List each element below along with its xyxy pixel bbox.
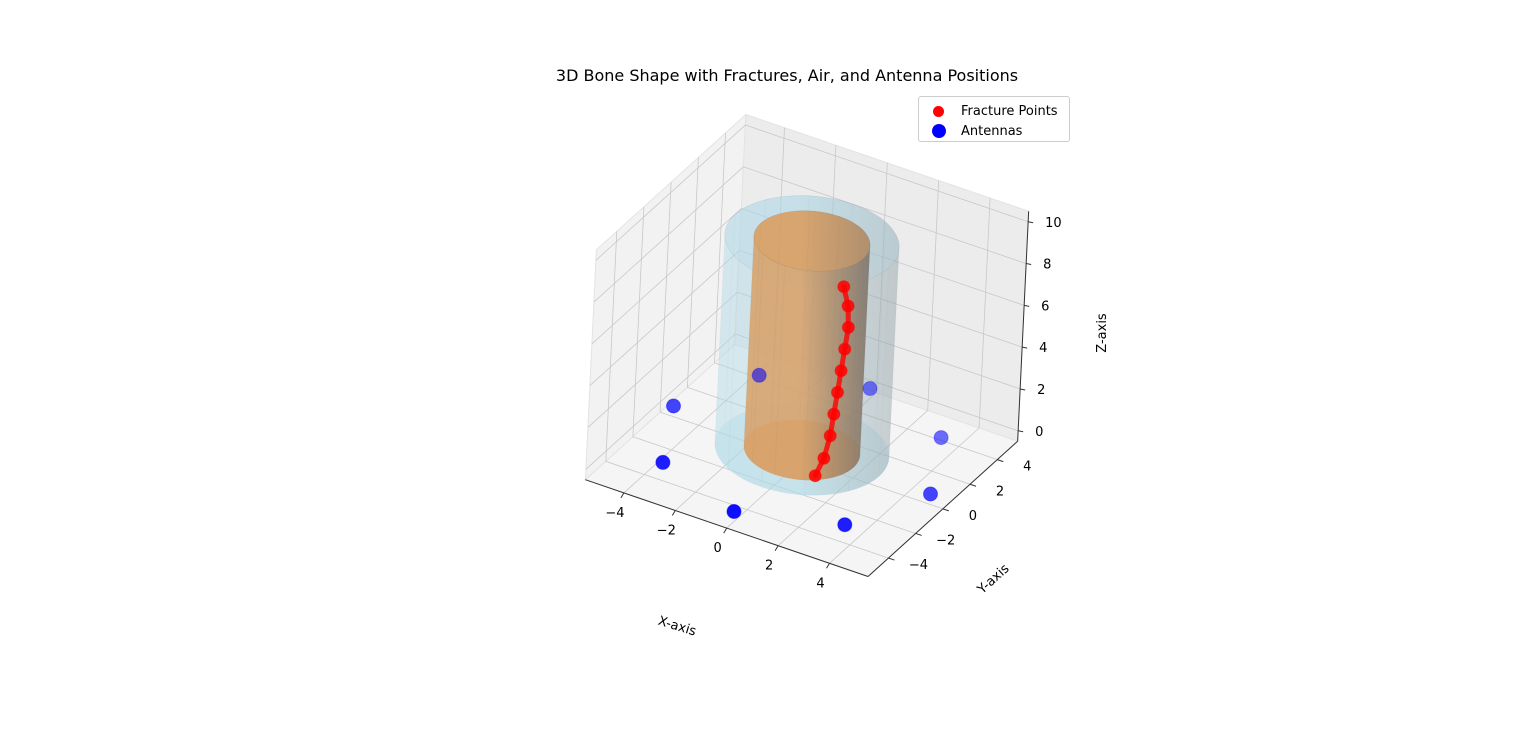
z-tick-label: 8	[1043, 258, 1051, 273]
y-tick	[888, 557, 895, 561]
x-tick-label: −4	[605, 506, 624, 521]
antenna-series	[655, 367, 949, 533]
y-tick	[942, 508, 950, 512]
surfaces-layer	[714, 195, 900, 496]
air-cylinder-facet	[724, 214, 736, 424]
air-cylinder-facet	[878, 267, 890, 477]
z-tick-label: 4	[1039, 341, 1047, 356]
x-tick	[620, 492, 625, 499]
antenna-point	[923, 486, 938, 502]
antenna-point	[666, 398, 681, 414]
bone-cylinder-facet	[799, 210, 811, 420]
x-gridline	[829, 198, 991, 564]
z-tick	[1024, 304, 1030, 307]
y-tick-label: 4	[1023, 460, 1031, 475]
y-axis-label: Y-axis	[974, 561, 1013, 598]
antenna-point	[837, 517, 853, 533]
air-cylinder-facet	[875, 222, 887, 432]
legend-label-fracture: Fracture Points	[961, 103, 1058, 119]
bone-cylinder-top-cap	[753, 210, 871, 272]
antenna-point	[751, 367, 767, 383]
legend-label-antennas: Antennas	[961, 123, 1023, 139]
chart-title: 3D Bone Shape with Fractures, Air, and A…	[556, 66, 1018, 85]
z-gridline	[593, 166, 1027, 303]
fracture-line	[812, 284, 851, 479]
z-tick-label: 10	[1045, 216, 1062, 231]
z-axis-line	[1017, 211, 1030, 442]
antenna-marker-icon	[932, 124, 946, 138]
fracture-marker-icon	[933, 105, 944, 117]
z-axis-label: Z-axis	[1095, 313, 1110, 353]
z-tick	[1028, 221, 1034, 224]
x-tick	[774, 545, 779, 551]
x-tick	[723, 527, 728, 534]
air-cylinder-facet	[727, 259, 739, 469]
antenna-point	[726, 504, 742, 519]
air-cylinder-facet	[888, 245, 900, 455]
legend: Fracture Points Antennas	[918, 96, 1070, 142]
bone-cylinder-facet	[828, 216, 840, 426]
y-tick-label: 2	[996, 484, 1004, 499]
y-tick	[915, 532, 922, 536]
x-axis-label: X-axis	[656, 614, 698, 640]
z-tick-label: 0	[1035, 425, 1043, 440]
x-gridline	[777, 180, 940, 546]
bone-cylinder-facet	[770, 213, 782, 423]
bone-cylinder-facet	[852, 258, 864, 468]
x-tick-label: −2	[657, 524, 676, 539]
x-tick-label: 0	[714, 541, 722, 556]
y-tick-label: 0	[969, 509, 977, 524]
antenna-point	[933, 430, 949, 446]
legend-item-antennas: Antennas	[927, 122, 1022, 140]
y-tick	[997, 459, 1004, 463]
bone-cylinder-facet	[752, 253, 764, 463]
legend-item-fracture: Fracture Points	[927, 102, 1058, 120]
bone-cylinder-facet	[803, 271, 815, 481]
bone-cylinder-facet	[774, 265, 786, 475]
antenna-point	[862, 381, 878, 396]
x-tick	[671, 510, 676, 516]
z-tick-label: 6	[1041, 299, 1049, 314]
points-layer	[655, 280, 949, 533]
z-gridline	[595, 124, 1029, 261]
bone-cylinder-facet	[750, 223, 762, 433]
bone-cylinder-facet	[850, 228, 862, 438]
air-cylinder-facet	[714, 236, 726, 446]
x-tick	[826, 563, 830, 569]
tick-labels: −4 −2 0 2 4 −4 −2 0 2 4 0 2 4 6 8 10	[605, 216, 1061, 592]
z-tick-label: 2	[1037, 383, 1045, 398]
y-tick-label: −4	[909, 558, 928, 573]
y-gridline	[632, 206, 916, 534]
fracture-series	[808, 280, 855, 483]
y-gridline	[714, 132, 998, 460]
z-tick	[1018, 430, 1024, 433]
bone-cylinder-facet	[859, 243, 871, 453]
x-tick-label: 2	[765, 559, 773, 574]
antenna-point	[655, 454, 671, 470]
y-tick	[969, 483, 977, 487]
z-tick	[1026, 263, 1032, 266]
y-gridline	[605, 231, 889, 559]
z-tick	[1020, 388, 1026, 391]
y-tick-label: −2	[936, 533, 955, 548]
z-gridline	[591, 208, 1025, 345]
x-tick-label: 4	[816, 576, 824, 591]
bone-cylinder-facet	[743, 238, 755, 448]
z-tick	[1022, 346, 1028, 349]
